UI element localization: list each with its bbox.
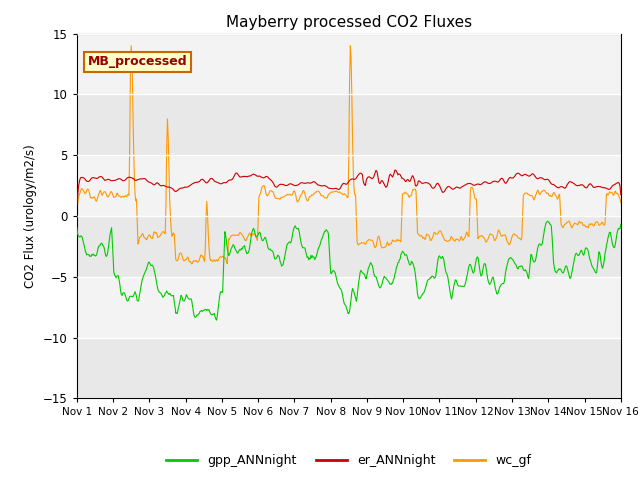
Bar [77, 155, 621, 216]
Y-axis label: CO2 Flux (urology/m2/s): CO2 Flux (urology/m2/s) [24, 144, 38, 288]
Text: MB_processed: MB_processed [88, 56, 188, 69]
Title: Mayberry processed CO2 Fluxes: Mayberry processed CO2 Fluxes [226, 15, 472, 30]
Bar [77, 34, 621, 95]
Legend: gpp_ANNnight, er_ANNnight, wc_gf: gpp_ANNnight, er_ANNnight, wc_gf [161, 449, 536, 472]
Bar [77, 277, 621, 337]
